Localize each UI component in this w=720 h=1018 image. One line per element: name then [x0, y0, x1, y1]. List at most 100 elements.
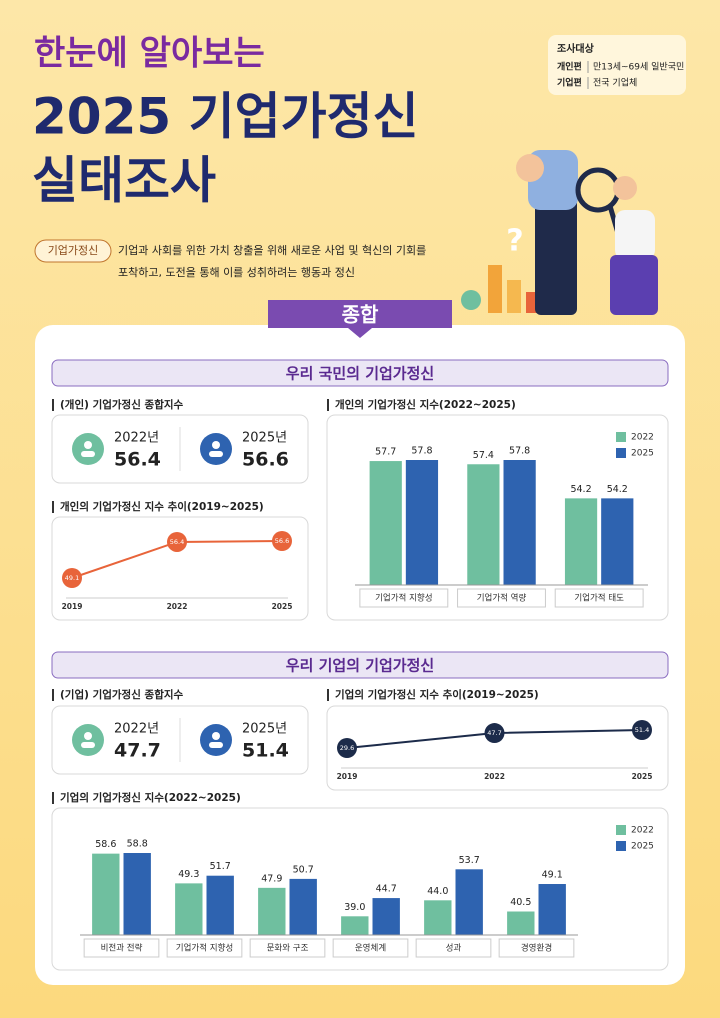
category-box	[332, 938, 409, 958]
x-tick-label: 성과	[446, 944, 462, 954]
title-line: 한눈에 알아보는	[34, 34, 265, 74]
card-icon-glyph	[212, 441, 220, 449]
x-tick-label: 운영체계	[355, 943, 386, 954]
value-label: 50.7	[293, 864, 314, 875]
legend-label: 2022	[631, 826, 654, 836]
x-tick-label: 기업가적 지향성	[176, 943, 233, 954]
value-label: 53.7	[459, 855, 480, 866]
card-value: 56.4	[114, 449, 161, 471]
heading-bar	[52, 792, 54, 804]
bar	[405, 460, 439, 585]
heading-bar	[52, 501, 54, 513]
survey-label: 조사대상	[557, 42, 595, 55]
legend-label: 2025	[631, 449, 654, 459]
category-box	[457, 588, 546, 608]
panel-heading: (개인) 기업가정신 종합지수	[60, 398, 184, 411]
legend-swatch	[616, 825, 626, 835]
card-year: 2025년	[242, 722, 287, 737]
bar	[601, 498, 634, 585]
x-tick-label: 경영환경	[521, 943, 552, 954]
legend-swatch	[616, 448, 626, 458]
illustration: ?	[461, 150, 658, 315]
bar	[289, 878, 317, 935]
x-tick-label: 2025	[632, 772, 653, 781]
x-tick-label: 2022	[167, 602, 188, 611]
bar	[341, 916, 369, 935]
bar	[258, 887, 286, 935]
point	[484, 723, 505, 744]
value-label: 54.2	[607, 484, 628, 495]
bar	[123, 853, 151, 935]
value-label: 56.4	[170, 538, 184, 546]
value-label: 49.1	[65, 574, 79, 582]
survey-row-name: 개인편	[557, 61, 582, 73]
card-icon-glyph	[209, 451, 223, 457]
section-header	[51, 359, 669, 387]
survey-box	[548, 35, 686, 95]
panel	[51, 516, 309, 621]
x-tick-label: 기업가적 태도	[574, 593, 624, 604]
value-label: 57.8	[509, 446, 530, 457]
bar	[455, 869, 483, 935]
x-tick-label: 기업가적 지향성	[375, 593, 432, 604]
panel-heading: 개인의 기업가정신 지수(2022~2025)	[335, 398, 516, 411]
point	[272, 531, 292, 551]
card-icon-glyph	[84, 441, 92, 449]
point	[337, 738, 357, 758]
bar	[92, 853, 120, 935]
heading-bar	[327, 689, 329, 701]
x-tick-label: 2025	[272, 602, 293, 611]
value-label: 51.7	[210, 861, 231, 872]
legend-label: 2022	[631, 433, 654, 443]
value-label: 58.8	[127, 839, 148, 850]
panel-heading: 기업의 기업가정신 지수(2022~2025)	[60, 791, 241, 804]
bar	[467, 464, 500, 585]
tab-banner	[268, 300, 452, 338]
definition-tag	[34, 239, 112, 263]
card-value: 51.4	[242, 740, 289, 762]
legend-label: 2025	[631, 842, 654, 852]
bar	[424, 900, 452, 935]
category-box	[498, 938, 575, 958]
value-label: 29.6	[340, 744, 354, 752]
panel-heading: 개인의 기업가정신 지수 추이(2019~2025)	[60, 500, 264, 513]
category-box	[166, 938, 243, 958]
card-icon-glyph	[81, 451, 95, 457]
category-box	[359, 588, 449, 608]
svg-text:?: ?	[506, 224, 523, 259]
bar	[175, 883, 203, 935]
value-label: 49.1	[542, 870, 563, 881]
tab-label: 종합	[342, 303, 379, 327]
category-box	[249, 938, 326, 958]
value-label: 57.8	[411, 446, 432, 457]
value-label: 57.4	[473, 450, 494, 461]
x-tick-label: 2022	[484, 772, 505, 781]
category-box	[83, 938, 160, 958]
value-label: 57.7	[375, 447, 396, 458]
card-icon-glyph	[81, 742, 95, 748]
card-icon-glyph	[209, 742, 223, 748]
x-tick-label: 문화와 구조	[267, 943, 309, 954]
survey-row-value: 전국 기업체	[593, 78, 637, 89]
x-tick-label: 2019	[62, 602, 83, 611]
section-title: 우리 국민의 기업가정신	[286, 365, 434, 383]
legend-swatch	[616, 841, 626, 851]
value-label: 51.4	[635, 726, 649, 734]
value-label: 44.7	[376, 884, 397, 895]
title-line: 실태조사	[32, 152, 216, 210]
value-label: 47.7	[487, 729, 501, 737]
point	[62, 568, 82, 588]
category-box	[554, 588, 644, 608]
bar	[369, 461, 402, 585]
bar	[503, 460, 536, 585]
bar	[206, 875, 234, 935]
value-label: 39.0	[344, 902, 365, 913]
survey-row-value: 만13세~69세 일반국민	[593, 62, 684, 73]
card-year: 2022년	[114, 431, 159, 446]
definition-line: 기업과 사회를 위한 가치 창출을 위해 새로운 사업 및 혁신의 기회를	[118, 243, 426, 257]
title-line: 2025 기업가정신	[32, 88, 419, 146]
category-box	[415, 938, 492, 958]
card-year: 2022년	[114, 722, 159, 737]
value-label: 49.3	[178, 869, 199, 880]
